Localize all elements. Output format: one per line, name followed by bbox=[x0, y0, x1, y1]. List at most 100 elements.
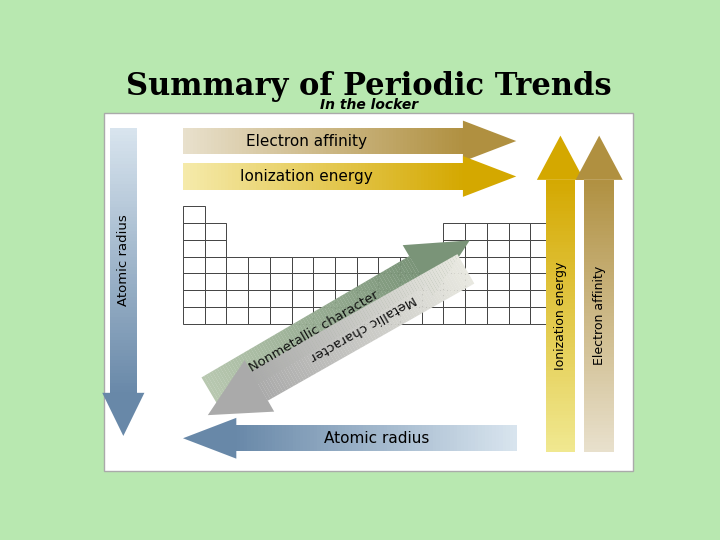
Bar bbox=[268, 425, 272, 451]
Bar bbox=[546, 306, 575, 309]
Polygon shape bbox=[217, 367, 237, 397]
Polygon shape bbox=[264, 362, 284, 393]
Bar bbox=[400, 128, 404, 154]
Bar bbox=[585, 261, 614, 265]
Polygon shape bbox=[349, 314, 369, 345]
Bar bbox=[460, 425, 464, 451]
Polygon shape bbox=[330, 325, 351, 355]
Bar bbox=[546, 404, 575, 408]
Bar bbox=[530, 273, 552, 291]
Bar bbox=[552, 240, 574, 256]
Bar bbox=[546, 238, 575, 241]
Bar bbox=[186, 128, 191, 154]
Bar bbox=[183, 222, 204, 240]
Bar bbox=[295, 164, 299, 190]
Bar bbox=[546, 424, 575, 428]
Bar bbox=[200, 164, 204, 190]
Bar bbox=[292, 164, 296, 190]
Bar bbox=[449, 164, 453, 190]
Bar bbox=[110, 237, 137, 241]
Bar bbox=[356, 273, 378, 291]
Bar bbox=[585, 349, 614, 354]
Bar bbox=[302, 128, 306, 154]
Bar bbox=[585, 224, 614, 228]
Bar bbox=[320, 128, 323, 154]
Bar bbox=[110, 231, 137, 234]
Bar bbox=[585, 410, 614, 415]
Polygon shape bbox=[183, 418, 236, 458]
Bar bbox=[341, 425, 346, 451]
Polygon shape bbox=[271, 335, 292, 366]
Bar bbox=[585, 241, 614, 245]
Bar bbox=[487, 256, 508, 273]
Polygon shape bbox=[315, 333, 335, 364]
Bar bbox=[465, 240, 487, 256]
Polygon shape bbox=[258, 366, 278, 396]
Polygon shape bbox=[246, 350, 266, 381]
Bar bbox=[358, 128, 362, 154]
Bar bbox=[397, 128, 400, 154]
Polygon shape bbox=[251, 347, 271, 378]
Bar bbox=[228, 128, 233, 154]
Bar bbox=[226, 291, 248, 307]
Bar bbox=[110, 287, 137, 291]
Bar bbox=[264, 128, 268, 154]
Bar bbox=[296, 425, 300, 451]
Bar bbox=[204, 164, 208, 190]
Bar bbox=[585, 387, 614, 391]
Bar bbox=[585, 336, 614, 340]
Polygon shape bbox=[279, 354, 299, 384]
Bar bbox=[254, 425, 258, 451]
Polygon shape bbox=[364, 305, 384, 336]
Polygon shape bbox=[360, 284, 380, 314]
Bar bbox=[390, 128, 394, 154]
Bar bbox=[546, 367, 575, 370]
Bar bbox=[110, 171, 137, 175]
Bar bbox=[508, 222, 530, 240]
Bar bbox=[251, 425, 254, 451]
Bar bbox=[585, 244, 614, 248]
Bar bbox=[281, 128, 285, 154]
Bar bbox=[422, 291, 444, 307]
Bar bbox=[110, 257, 137, 261]
Bar bbox=[585, 319, 614, 323]
Bar bbox=[110, 383, 137, 387]
Bar bbox=[110, 187, 137, 192]
Polygon shape bbox=[386, 268, 406, 299]
Bar bbox=[110, 240, 137, 245]
Bar bbox=[546, 356, 575, 360]
Bar bbox=[449, 128, 453, 154]
Polygon shape bbox=[256, 344, 276, 375]
Bar bbox=[110, 271, 137, 274]
Bar bbox=[487, 222, 508, 240]
Polygon shape bbox=[402, 240, 469, 296]
Bar bbox=[546, 397, 575, 401]
Bar bbox=[204, 256, 226, 273]
Bar bbox=[546, 441, 575, 445]
Bar bbox=[465, 222, 487, 240]
Bar bbox=[546, 370, 575, 374]
Bar bbox=[428, 164, 432, 190]
Polygon shape bbox=[264, 340, 284, 370]
Bar bbox=[183, 291, 204, 307]
Bar bbox=[239, 164, 243, 190]
Bar bbox=[292, 273, 313, 291]
Bar bbox=[372, 164, 376, 190]
Bar bbox=[585, 356, 614, 360]
Polygon shape bbox=[318, 308, 338, 339]
Polygon shape bbox=[368, 279, 387, 309]
Bar bbox=[292, 128, 296, 154]
Bar bbox=[378, 273, 400, 291]
Bar bbox=[110, 373, 137, 377]
Bar bbox=[215, 164, 219, 190]
Bar bbox=[334, 425, 338, 451]
Bar bbox=[320, 164, 323, 190]
Bar bbox=[429, 425, 433, 451]
Bar bbox=[546, 407, 575, 411]
Polygon shape bbox=[284, 350, 304, 382]
Bar bbox=[274, 164, 278, 190]
Bar bbox=[284, 164, 289, 190]
Bar bbox=[546, 200, 575, 204]
Bar bbox=[546, 211, 575, 214]
Bar bbox=[218, 128, 222, 154]
